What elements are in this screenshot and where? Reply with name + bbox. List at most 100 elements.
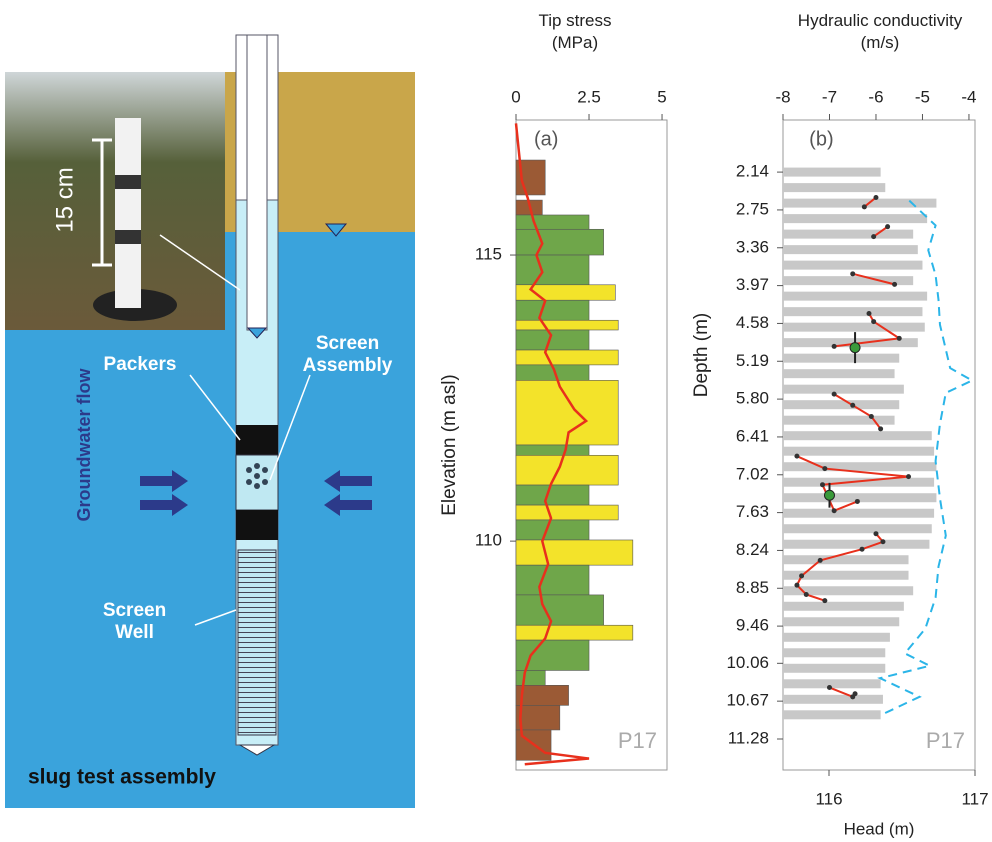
annotation: (b): [809, 128, 833, 150]
layer-bar: [515, 254, 590, 286]
x-tick-label: 5: [657, 87, 666, 106]
k-bar: [783, 648, 886, 658]
k-bar: [783, 369, 895, 379]
k-bar: [783, 694, 883, 704]
layer-bar: [515, 299, 590, 321]
y-tick-label: 7.63: [736, 502, 769, 521]
flow-arrows: [140, 470, 372, 516]
y-tick-label: 5.19: [736, 351, 769, 370]
layer-bar: [515, 504, 619, 521]
y-tick-label: 2.14: [736, 162, 769, 181]
k-bar: [783, 446, 935, 456]
series-point: [803, 591, 809, 597]
series-point: [826, 685, 832, 691]
layer-bar: [515, 444, 590, 456]
y-tick-label: 8.24: [736, 540, 769, 559]
photo-packer: [115, 230, 141, 244]
screen-assembly-label: Screen Assembly: [302, 333, 393, 376]
series-point: [822, 466, 828, 472]
series-point: [885, 224, 891, 230]
k-bar: [783, 508, 935, 518]
chart-b-title: Hydraulic conductivity (m/s): [797, 11, 963, 52]
series-point: [868, 413, 874, 419]
series-point: [831, 343, 837, 349]
k-bar: [783, 384, 904, 394]
k-bar: [783, 601, 904, 611]
k-bar: [783, 431, 932, 441]
series-point: [873, 195, 879, 201]
k-bar: [783, 229, 914, 239]
x-tick-label: -5: [915, 87, 930, 106]
y-tick-label: 3.97: [736, 275, 769, 294]
panel-label: P17: [926, 728, 965, 753]
series-point: [880, 539, 886, 545]
y-tick-label: 9.46: [736, 616, 769, 635]
diagram: 15 cm Groundwater flow slug test assembl…: [5, 34, 415, 808]
y-tick-label: 110: [475, 531, 502, 550]
x-tick-label: -4: [961, 87, 976, 106]
y-tick-label: 6.41: [736, 426, 769, 445]
layer-bar: [515, 349, 619, 366]
packer: [236, 425, 278, 455]
mean-point: [849, 342, 861, 354]
series-point: [817, 557, 823, 563]
series-point: [866, 311, 872, 317]
y-tick-label: 5.80: [736, 389, 769, 408]
x2-tick-label: 117: [961, 789, 988, 808]
layer-bar: [515, 539, 634, 566]
series-point: [896, 335, 902, 341]
k-bar: [783, 214, 928, 224]
layer-bar: [515, 594, 604, 626]
series-point: [871, 319, 877, 325]
series-point: [794, 582, 800, 588]
layer-bar: [515, 705, 561, 731]
series-point: [852, 691, 858, 697]
series-point: [831, 391, 837, 397]
leader: [269, 374, 311, 481]
series-point: [850, 402, 856, 408]
y-axis-title: Depth (m): [691, 313, 712, 397]
k-bar: [783, 260, 923, 270]
k-bar: [783, 167, 881, 177]
series-point: [850, 271, 856, 277]
panel-label: P17: [618, 728, 657, 753]
y-tick-label: 4.58: [736, 313, 769, 332]
series-point: [873, 531, 879, 537]
packers-label: Packers: [103, 354, 177, 375]
k-bar: [783, 198, 937, 208]
inner-level: [246, 327, 268, 339]
x-tick-label: -7: [822, 87, 837, 106]
k-bar: [783, 415, 895, 425]
leader: [159, 234, 241, 291]
layer-bar: [515, 228, 604, 256]
k-bar: [783, 462, 937, 472]
photo-packer: [115, 175, 141, 189]
series-point: [892, 281, 898, 287]
y-axis-title: Elevation (m asl): [439, 374, 460, 516]
k-bar: [783, 710, 881, 720]
y-tick-label: 115: [475, 245, 502, 264]
k-bar: [783, 663, 886, 673]
series-point: [799, 573, 805, 579]
k-bar: [783, 353, 900, 363]
series-line: [877, 199, 975, 717]
photo-assembly: [115, 118, 141, 308]
series-point: [854, 498, 860, 504]
layer-bar: [515, 564, 590, 596]
layer-bar: [515, 319, 619, 331]
k-bar: [783, 183, 886, 193]
y-tick-label: 10.06: [726, 653, 769, 672]
layer-bar: [515, 519, 590, 541]
k-bar: [783, 338, 918, 348]
mean-point: [823, 489, 835, 501]
series-point: [794, 453, 800, 459]
y-tick-label: 11.28: [728, 728, 769, 747]
chart-a-title: Tip stress (MPa): [538, 11, 612, 52]
plot-frame: [782, 119, 976, 771]
x-tick-label: 0: [511, 87, 520, 106]
k-bar: [783, 245, 918, 255]
layer-bar: [515, 624, 634, 641]
y-tick-label: 7.02: [736, 464, 769, 483]
k-bar: [783, 493, 937, 503]
